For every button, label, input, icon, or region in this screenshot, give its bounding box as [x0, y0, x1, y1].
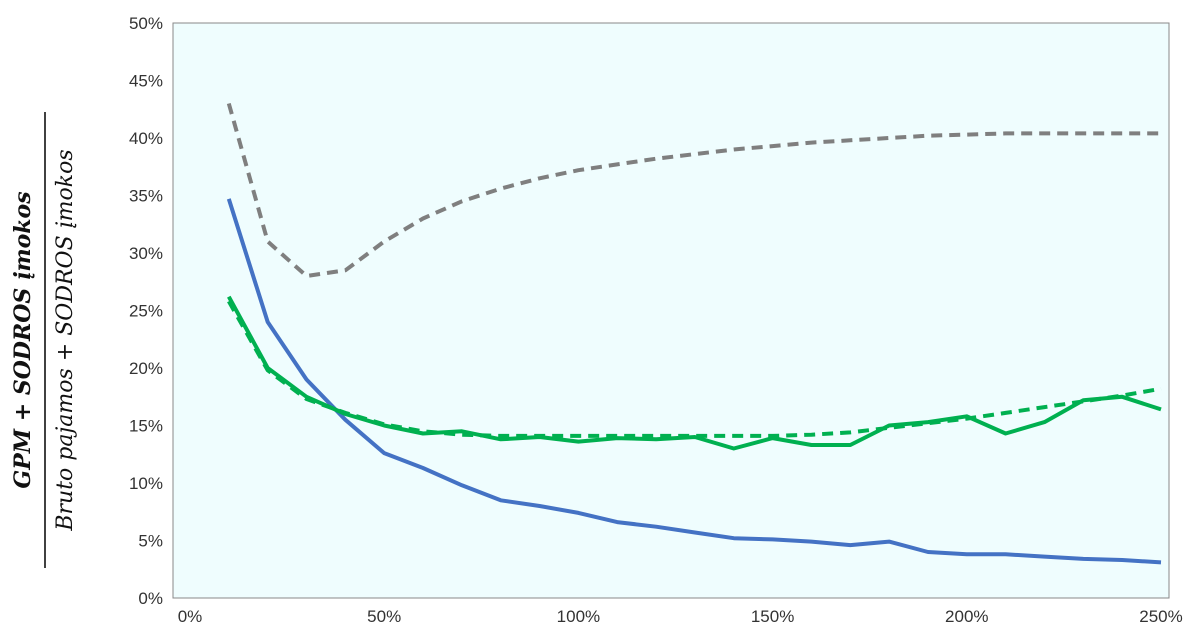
y-tick-label: 45%	[129, 72, 163, 91]
y-tick-label: 5%	[138, 532, 163, 551]
y-tick-label: 35%	[129, 187, 163, 206]
y-axis-label-numerator: GPM + SODROS įmokos	[10, 191, 36, 488]
y-tick-label: 15%	[129, 417, 163, 436]
x-tick-label: 250%	[1139, 607, 1182, 626]
y-tick-label: 0%	[138, 589, 163, 608]
y-tick-label: 10%	[129, 474, 163, 493]
series-lines	[226, 102, 1162, 565]
series-line-green-dashed	[227, 300, 1162, 438]
y-tick-label: 30%	[129, 244, 163, 263]
series-line-gray-dashed	[226, 102, 1161, 278]
y-axis-ticks: 0% 5% 10% 15% 20% 25% 30% 35% 40% 45% 50%	[129, 14, 163, 608]
y-tick-label: 50%	[129, 14, 163, 33]
y-axis-label-denominator: Bruto pajamos + SODROS įmokos	[53, 149, 78, 531]
x-tick-label: 50%	[367, 607, 401, 626]
x-tick-label: 0%	[178, 607, 203, 626]
y-tick-label: 20%	[129, 359, 163, 378]
x-tick-label: 100%	[557, 607, 600, 626]
x-tick-label: 200%	[945, 607, 988, 626]
plot-area	[172, 22, 1170, 599]
series-line-blue-solid	[226, 198, 1162, 565]
y-tick-label: 40%	[129, 129, 163, 148]
y-tick-label: 25%	[129, 302, 163, 321]
x-tick-label: 150%	[751, 607, 794, 626]
y-axis-label: GPM + SODROS įmokos Bruto pajamos + SODR…	[10, 112, 78, 568]
series-line-green-solid	[227, 295, 1162, 451]
x-axis-ticks: 0% 50% 100% 150% 200% 250%	[178, 607, 1183, 626]
